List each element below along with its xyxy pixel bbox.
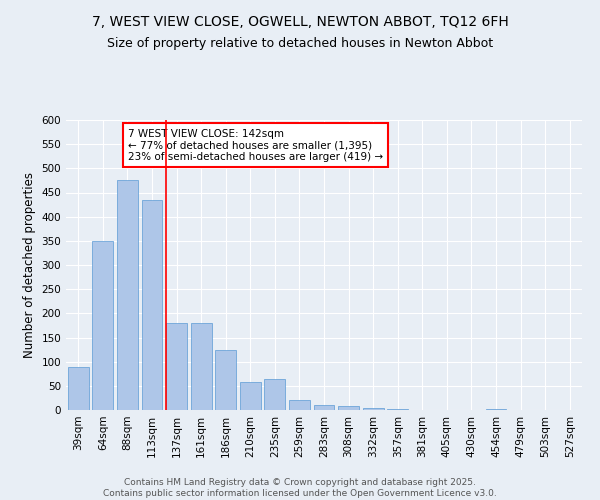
Bar <box>191 323 212 410</box>
Bar <box>338 406 359 410</box>
Text: 7, WEST VIEW CLOSE, OGWELL, NEWTON ABBOT, TQ12 6FH: 7, WEST VIEW CLOSE, OGWELL, NEWTON ABBOT… <box>92 15 508 29</box>
Bar <box>289 400 310 410</box>
Text: Size of property relative to detached houses in Newton Abbot: Size of property relative to detached ho… <box>107 38 493 51</box>
Bar <box>265 378 286 410</box>
Bar <box>387 409 408 410</box>
Bar <box>142 200 163 410</box>
Bar <box>240 382 261 410</box>
Y-axis label: Number of detached properties: Number of detached properties <box>23 172 36 358</box>
Bar <box>215 350 236 410</box>
Bar <box>92 241 113 410</box>
Text: 7 WEST VIEW CLOSE: 142sqm
← 77% of detached houses are smaller (1,395)
23% of se: 7 WEST VIEW CLOSE: 142sqm ← 77% of detac… <box>128 128 383 162</box>
Bar <box>117 180 138 410</box>
Text: Contains HM Land Registry data © Crown copyright and database right 2025.
Contai: Contains HM Land Registry data © Crown c… <box>103 478 497 498</box>
Bar <box>166 323 187 410</box>
Bar <box>485 408 506 410</box>
Bar <box>68 366 89 410</box>
Bar <box>362 408 383 410</box>
Bar <box>314 405 334 410</box>
